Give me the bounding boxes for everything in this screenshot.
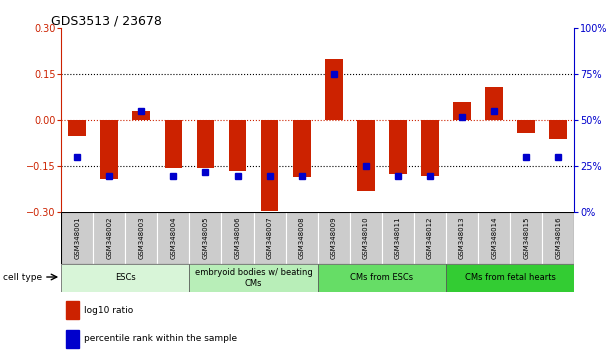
Bar [66, 330, 79, 348]
Bar [100, 120, 118, 179]
Bar [325, 59, 343, 120]
Text: GDS3513 / 23678: GDS3513 / 23678 [51, 14, 162, 27]
Bar [68, 120, 86, 136]
Bar [254, 212, 285, 264]
Text: GSM348004: GSM348004 [170, 217, 177, 259]
Text: GSM348005: GSM348005 [202, 217, 208, 259]
Text: CMs from ESCs: CMs from ESCs [350, 273, 414, 282]
Bar [549, 120, 567, 139]
Bar [357, 120, 375, 191]
Text: GSM348011: GSM348011 [395, 217, 401, 259]
Bar [261, 120, 279, 211]
Text: GSM348013: GSM348013 [459, 217, 465, 259]
Text: GSM348012: GSM348012 [427, 217, 433, 259]
Text: GSM348010: GSM348010 [363, 217, 369, 259]
Text: GSM348016: GSM348016 [555, 217, 562, 259]
Bar [61, 212, 93, 264]
Text: embryoid bodies w/ beating
CMs: embryoid bodies w/ beating CMs [195, 268, 312, 287]
Text: GSM348009: GSM348009 [331, 217, 337, 259]
Text: GSM348014: GSM348014 [491, 217, 497, 259]
Bar [229, 120, 246, 171]
Bar [485, 87, 503, 120]
Text: ESCs: ESCs [115, 273, 136, 282]
Bar [133, 111, 150, 120]
Bar [285, 212, 318, 264]
Bar [518, 120, 535, 133]
Text: GSM348006: GSM348006 [235, 217, 241, 259]
Text: log10 ratio: log10 ratio [84, 306, 133, 315]
Bar [197, 120, 214, 168]
Text: percentile rank within the sample: percentile rank within the sample [84, 335, 237, 343]
Bar [318, 212, 349, 264]
Bar [158, 212, 189, 264]
Bar [453, 102, 471, 120]
Bar [189, 212, 221, 264]
Text: GSM348008: GSM348008 [299, 217, 305, 259]
Bar [510, 212, 543, 264]
Bar [478, 212, 510, 264]
Bar [189, 264, 318, 292]
Text: GSM348001: GSM348001 [74, 217, 80, 259]
Bar [66, 301, 79, 319]
Bar [93, 212, 125, 264]
Bar [446, 264, 574, 292]
Bar [318, 264, 446, 292]
Bar [349, 212, 382, 264]
Text: CMs from fetal hearts: CMs from fetal hearts [465, 273, 555, 282]
Bar [414, 212, 446, 264]
Bar [221, 212, 254, 264]
Text: GSM348002: GSM348002 [106, 217, 112, 259]
Bar [389, 120, 407, 174]
Text: GSM348003: GSM348003 [138, 217, 144, 259]
Bar [543, 212, 574, 264]
Bar [293, 120, 310, 177]
Bar [421, 120, 439, 176]
Bar [61, 264, 189, 292]
Bar [446, 212, 478, 264]
Bar [164, 120, 182, 168]
Bar [125, 212, 158, 264]
Text: GSM348007: GSM348007 [266, 217, 273, 259]
Text: cell type: cell type [3, 273, 42, 282]
Bar [382, 212, 414, 264]
Text: GSM348015: GSM348015 [523, 217, 529, 259]
